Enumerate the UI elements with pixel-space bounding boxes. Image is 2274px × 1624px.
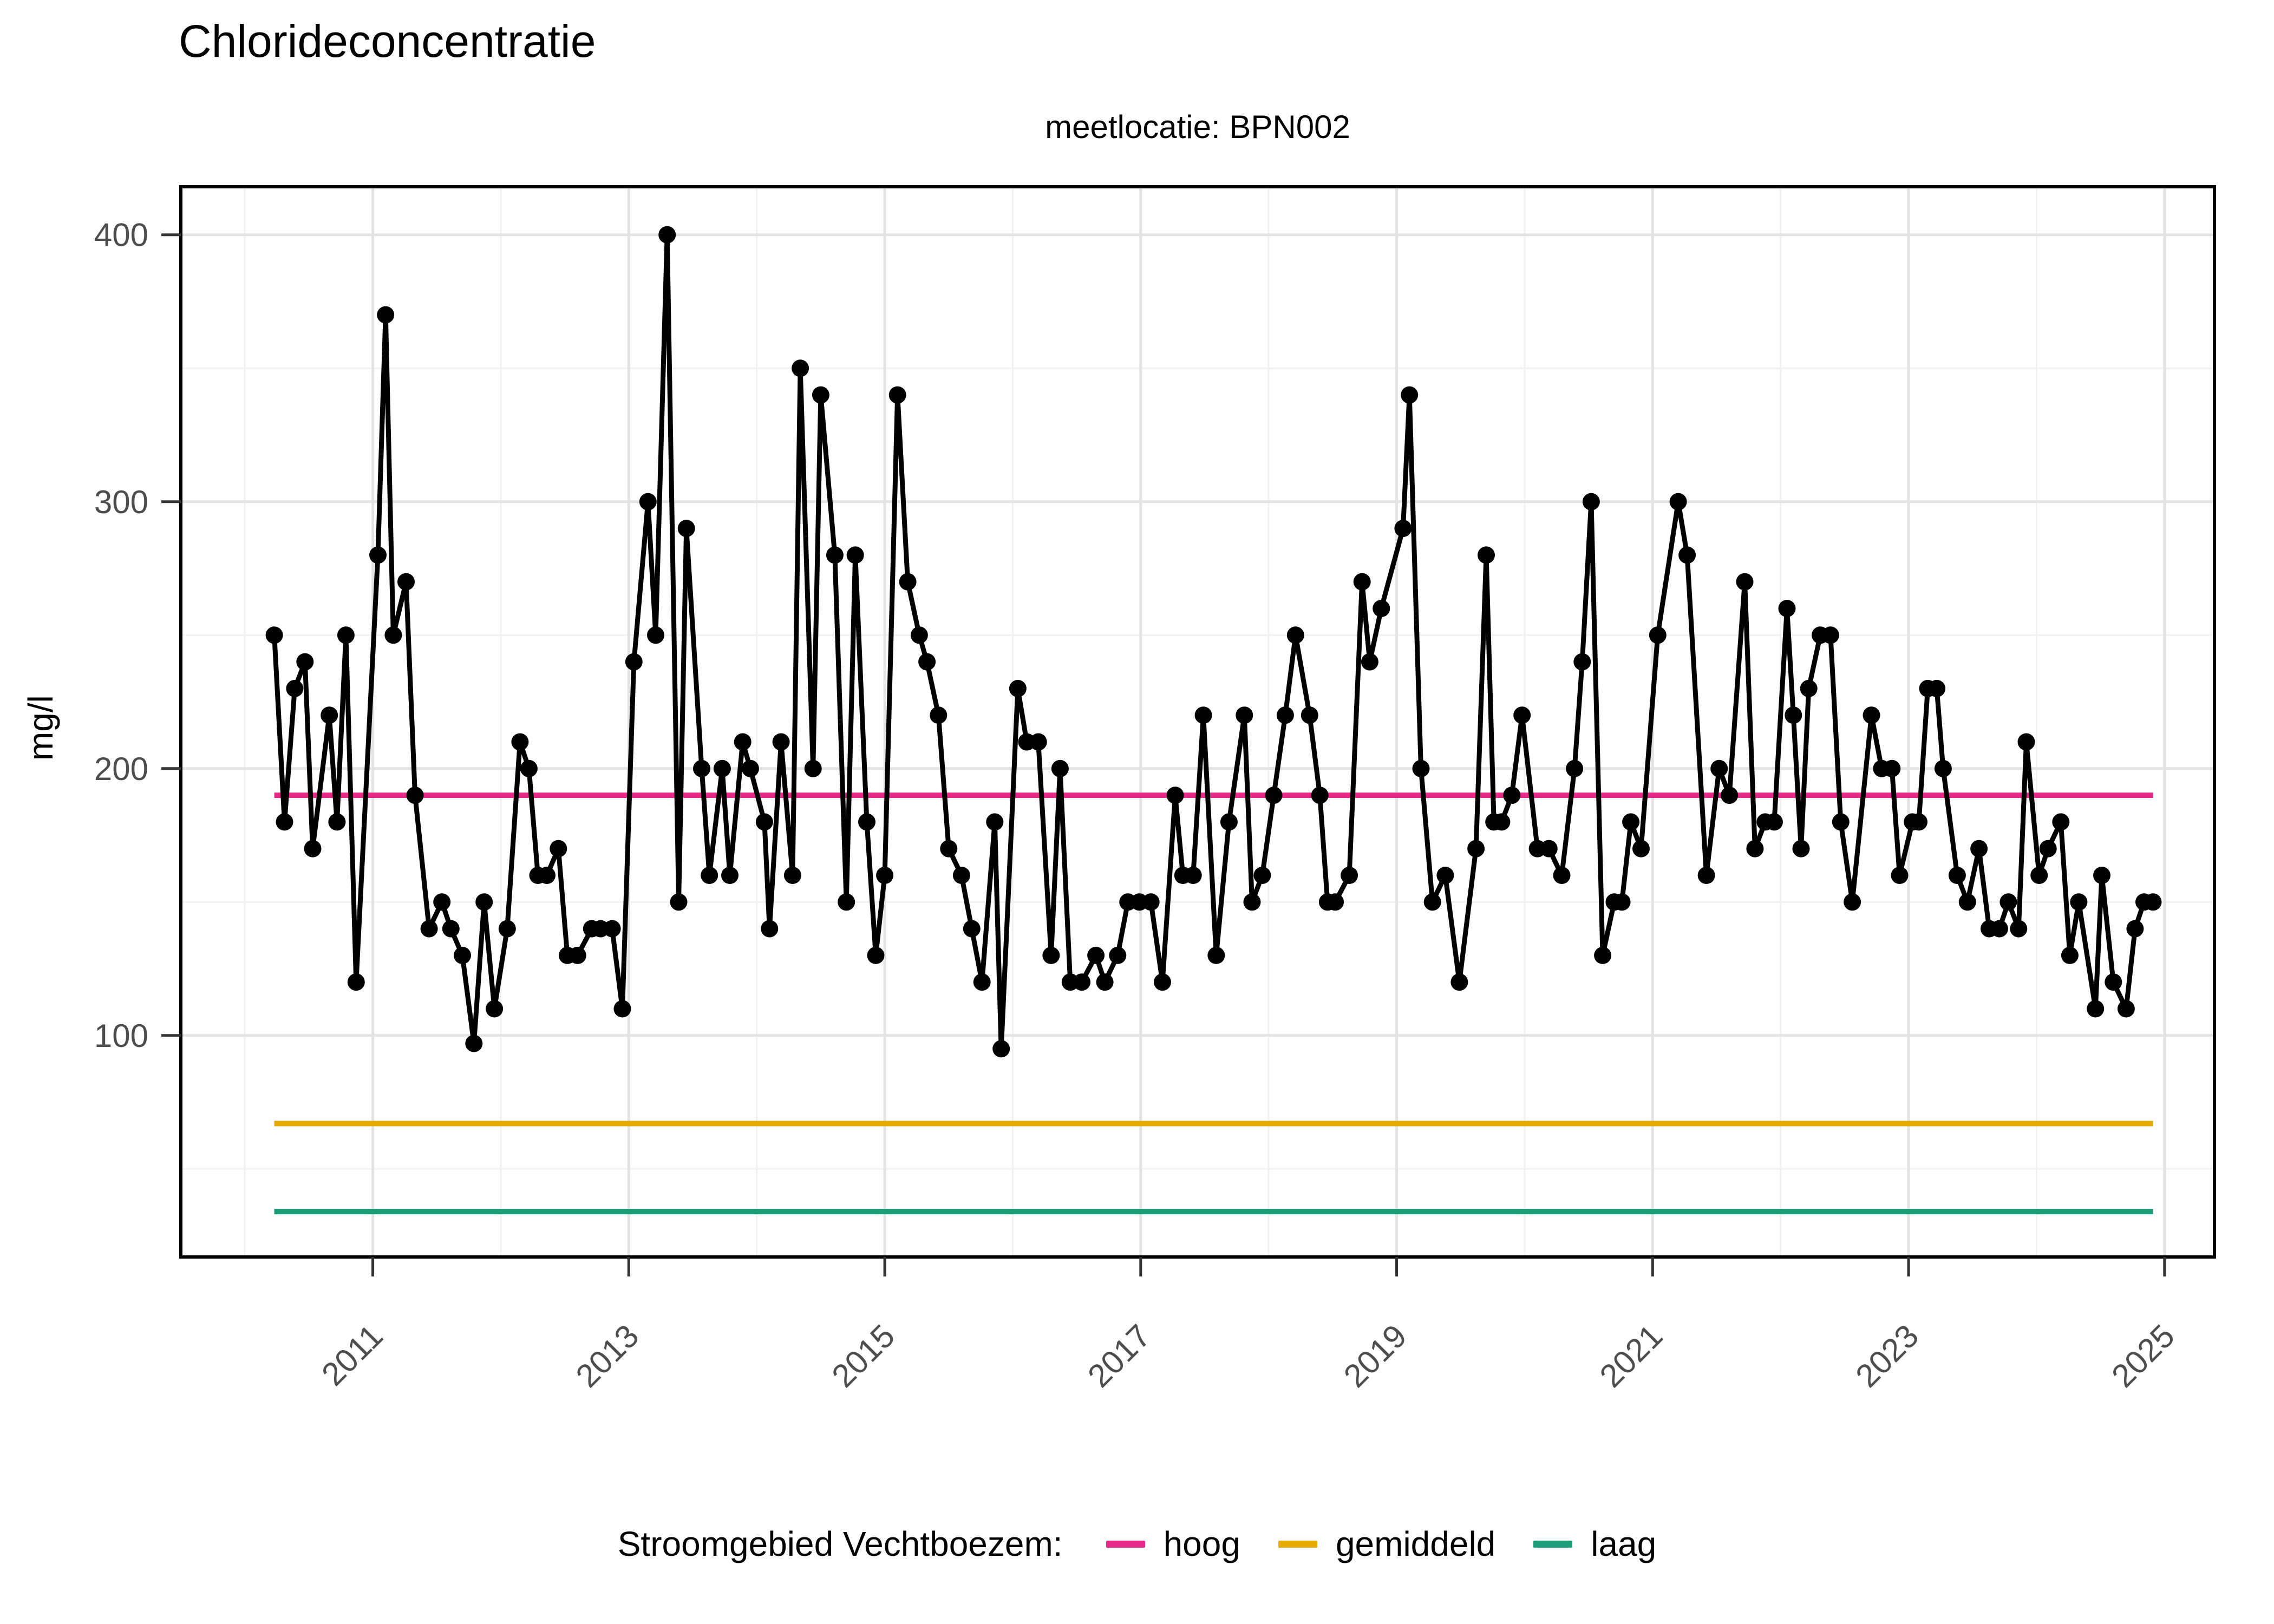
axis-ticks bbox=[161, 233, 2166, 1276]
svg-text:2021: 2021 bbox=[1593, 1318, 1670, 1394]
legend-item-laag: laag bbox=[1533, 1524, 1656, 1564]
chart-title: Chlorideconcentratie bbox=[179, 16, 596, 67]
legend: Stroomgebied Vechtboezem: hoog gemiddeld l… bbox=[0, 1524, 2274, 1564]
svg-text:2019: 2019 bbox=[1337, 1318, 1414, 1394]
facet-subtitle: meetlocatie: BPN002 bbox=[1045, 109, 1350, 145]
svg-text:200: 200 bbox=[94, 751, 148, 787]
legend-item-hoog: hoog bbox=[1106, 1524, 1240, 1564]
legend-key-line-laag bbox=[1533, 1540, 1573, 1548]
svg-text:2013: 2013 bbox=[569, 1318, 646, 1394]
x-axis-labels: 2011 2013 2015 2017 2019 2021 2023 2025 bbox=[315, 1318, 2181, 1394]
svg-text:300: 300 bbox=[94, 484, 148, 520]
svg-text:2011: 2011 bbox=[315, 1318, 390, 1393]
svg-text:2015: 2015 bbox=[825, 1318, 901, 1394]
grid-minor bbox=[181, 187, 2214, 1257]
legend-label: laag bbox=[1591, 1524, 1657, 1563]
data-points bbox=[265, 226, 2162, 1058]
svg-text:2017: 2017 bbox=[1081, 1318, 1158, 1394]
legend-key-line-hoog bbox=[1106, 1540, 1145, 1548]
legend-key-line-gemiddeld bbox=[1278, 1540, 1317, 1548]
legend-label: hoog bbox=[1163, 1524, 1240, 1563]
svg-text:2025: 2025 bbox=[2105, 1318, 2181, 1394]
panel-border bbox=[179, 185, 2216, 1259]
legend-title: Stroomgebied Vechtboezem: bbox=[617, 1524, 1063, 1563]
svg-text:2023: 2023 bbox=[1848, 1318, 1925, 1394]
y-axis-labels: 100 200 300 400 bbox=[94, 217, 148, 1054]
svg-text:400: 400 bbox=[94, 217, 148, 253]
legend-label: gemiddeld bbox=[1335, 1524, 1496, 1563]
legend-item-gemiddeld: gemiddeld bbox=[1278, 1524, 1495, 1564]
svg-text:100: 100 bbox=[94, 1018, 148, 1054]
